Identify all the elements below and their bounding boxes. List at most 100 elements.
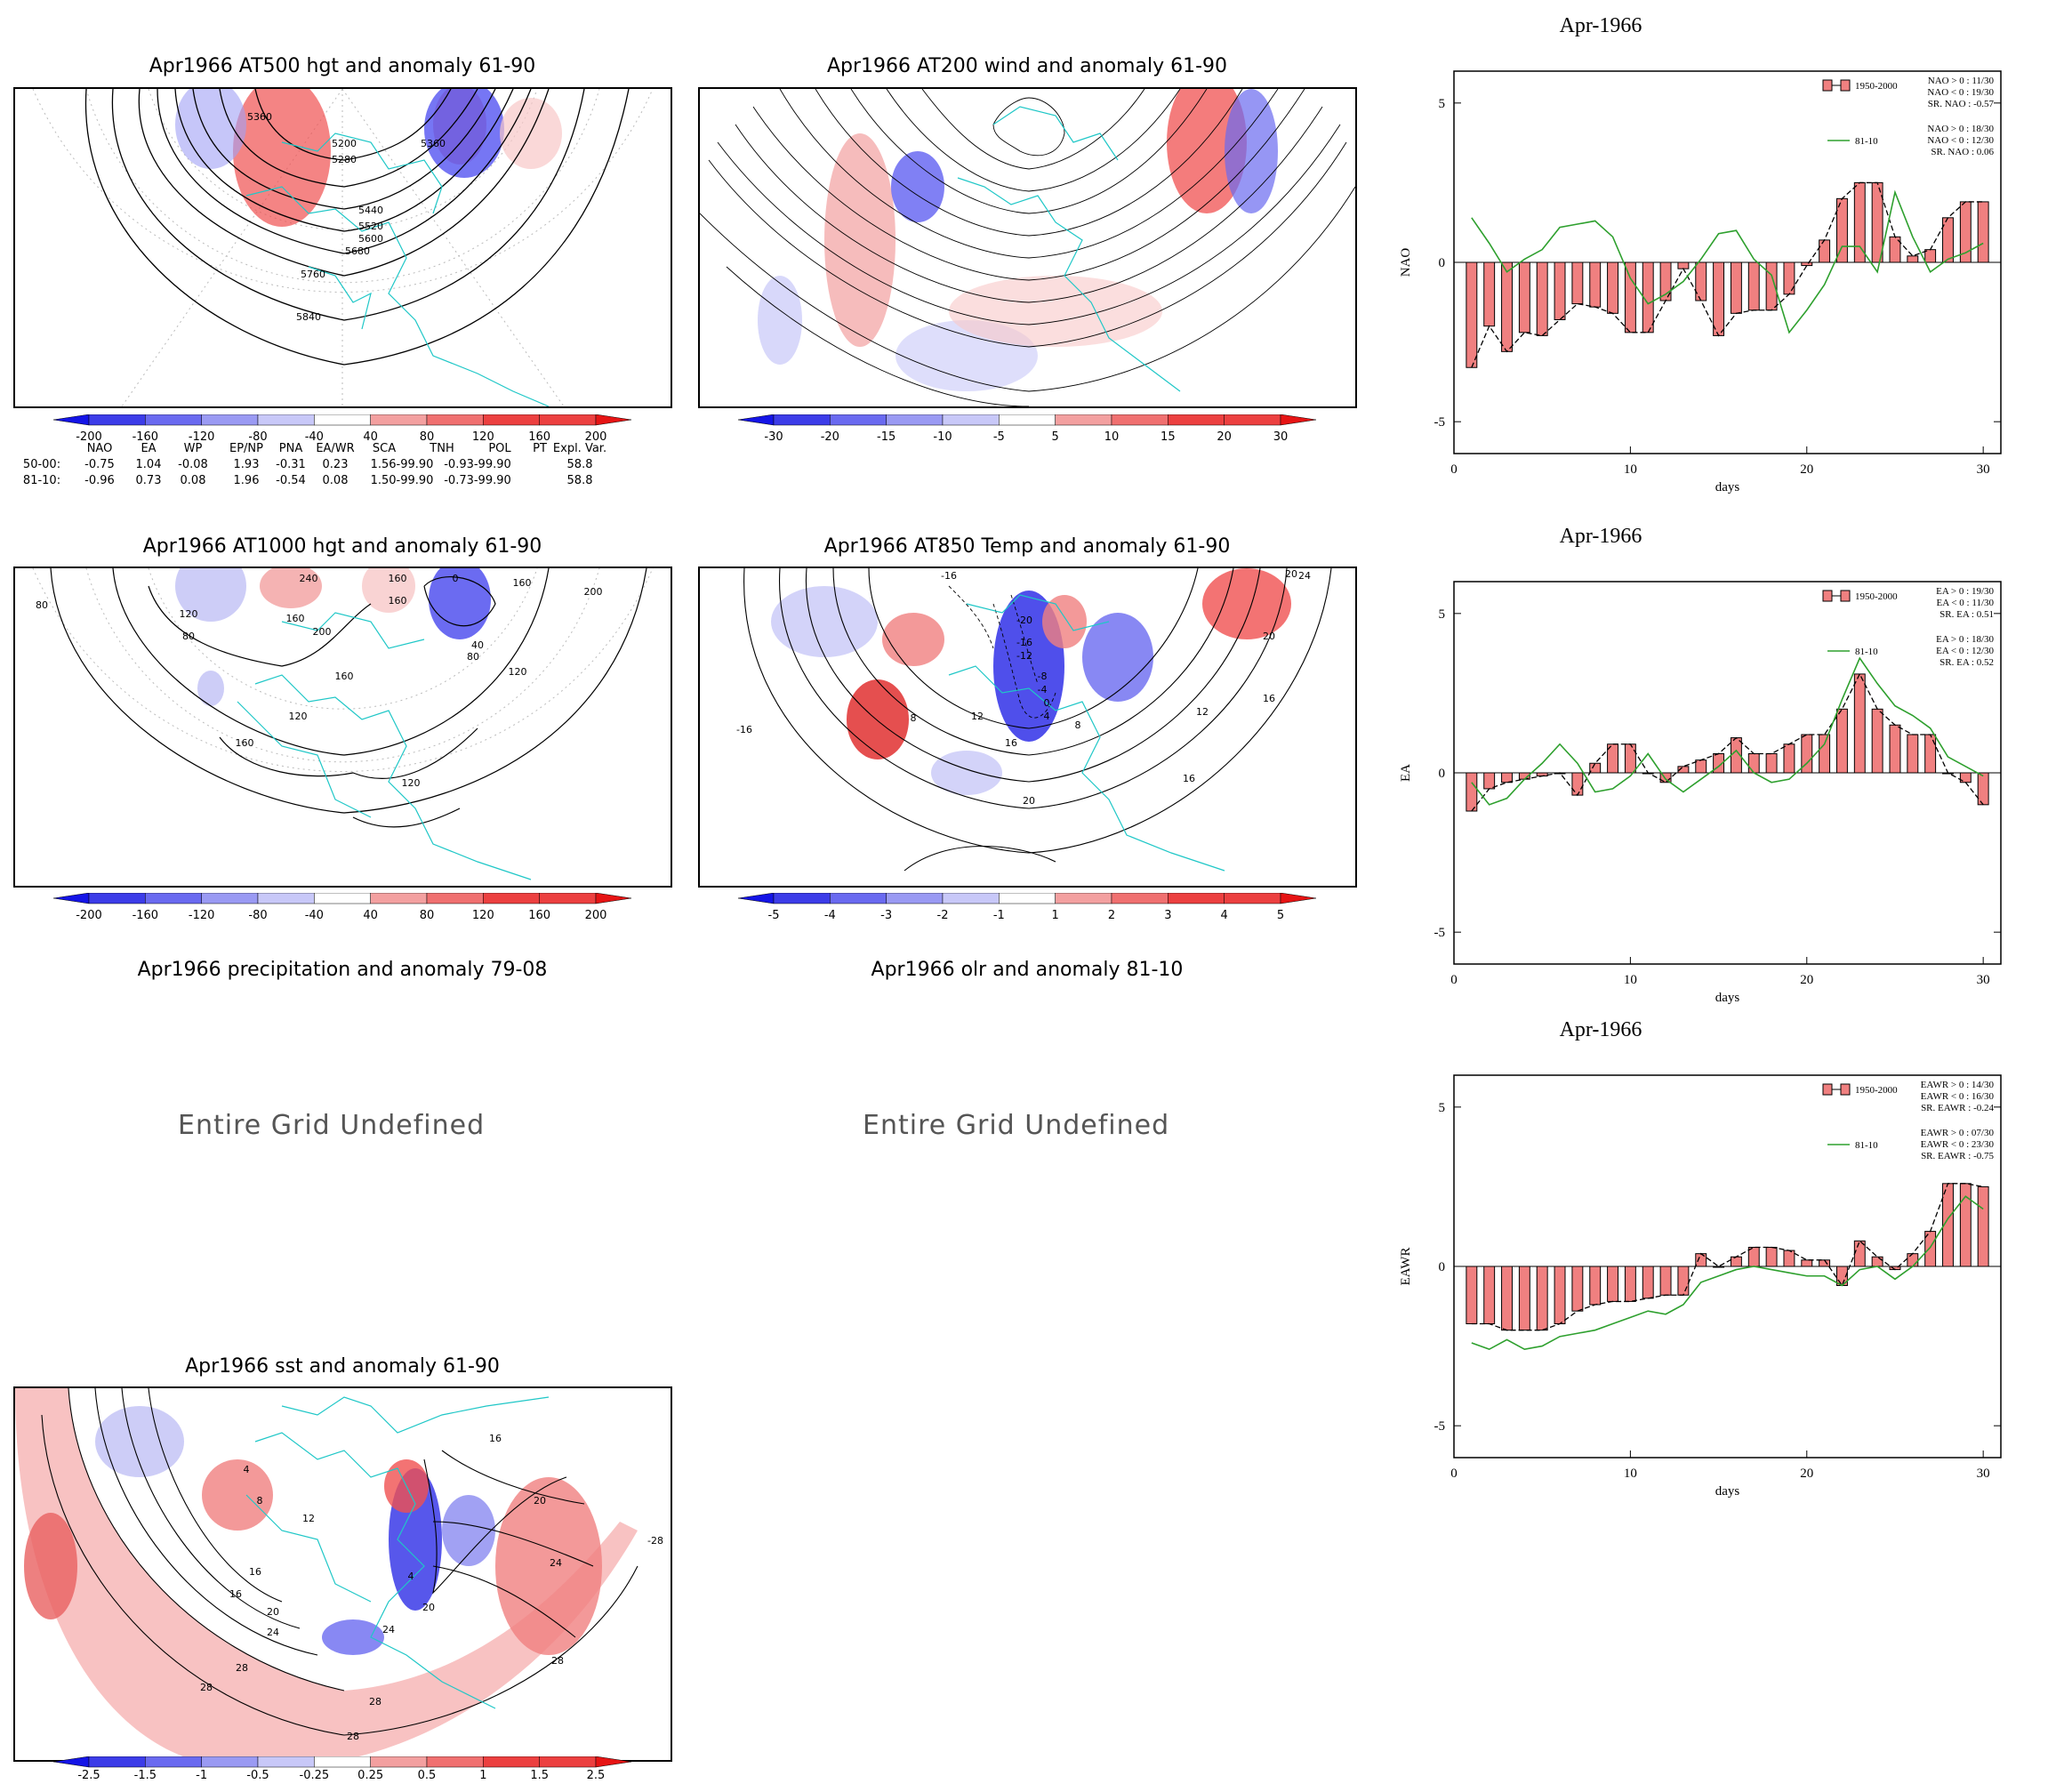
colorbar-swatch bbox=[201, 892, 259, 904]
tele-value-cell: 1.50-99.90 bbox=[370, 474, 434, 487]
tele-header-cell: SCA bbox=[372, 442, 397, 455]
x-tick-label: 0 bbox=[1450, 973, 1458, 987]
legend-stat: EA > 0 : 19/30 bbox=[1936, 586, 1994, 597]
tele-value-cell: -0.93-99.90 bbox=[444, 458, 511, 471]
colorbar-swatch bbox=[314, 1756, 371, 1768]
colorbar-tick-label: -0.25 bbox=[299, 1769, 330, 1782]
contour-label: 16 bbox=[1183, 773, 1195, 784]
colorbar-swatch bbox=[773, 892, 831, 904]
tele-header-cell: EA bbox=[141, 442, 157, 455]
y-tick-label: 0 bbox=[1439, 1260, 1446, 1274]
contour-label: 200 bbox=[313, 626, 332, 638]
contour-label: 5440 bbox=[358, 205, 383, 216]
colorbar-tick-label: 3 bbox=[1164, 909, 1172, 922]
colorbar-tick-label: 200 bbox=[584, 430, 607, 444]
y-axis-label: EAWR bbox=[1399, 1248, 1413, 1286]
colorbar-swatch bbox=[483, 892, 540, 904]
colorbar-sst: -2.5 -1.5 -1 -0.5 -0.25 0.25 0.5 1 1.5 2.5 bbox=[52, 1756, 632, 1792]
colorbar-tick-label: 4 bbox=[1220, 909, 1228, 922]
tele-value-cell: 58.8 bbox=[566, 458, 593, 471]
colorbar-tick-label: -80 bbox=[248, 909, 268, 922]
x-tick-label: 20 bbox=[1800, 1467, 1813, 1481]
map-at850: -16 -20 -16 -12 -8 -4 0 4 8 12 16 20 12 … bbox=[736, 568, 1332, 872]
bar bbox=[1783, 743, 1795, 774]
colorbar-tick-label: 5 bbox=[1276, 909, 1285, 922]
legend-bar-swatch bbox=[1822, 79, 1833, 92]
contour-label: 20 bbox=[1023, 795, 1035, 807]
colorbar-swatch bbox=[942, 414, 1000, 426]
colorbar-swatch bbox=[201, 414, 259, 426]
tele-value-cell: 1.04 bbox=[135, 458, 162, 471]
contour-label: -8 bbox=[1038, 671, 1048, 682]
map-at200 bbox=[700, 89, 1355, 406]
colorbar-swatch bbox=[999, 892, 1056, 904]
legend-stat: NAO > 0 : 18/30 bbox=[1927, 124, 1994, 134]
colorbar-swatch bbox=[886, 414, 944, 426]
tele-header-cell: TNH bbox=[430, 442, 454, 455]
colorbar-tick-label: -1.5 bbox=[133, 1769, 157, 1782]
map-title-at1000: Apr1966 AT1000 hgt and anomaly 61-90 bbox=[142, 535, 542, 558]
x-tick-label: 10 bbox=[1624, 1467, 1637, 1481]
colorbar-tick-label: 5 bbox=[1051, 430, 1059, 444]
colorbar-tick-label: -80 bbox=[248, 430, 268, 444]
legend-bar-swatch bbox=[1822, 1083, 1833, 1096]
bar bbox=[1713, 1266, 1725, 1268]
colorbar-swatch bbox=[426, 1756, 484, 1768]
legend-stat: SR. EA : 0.51 bbox=[1940, 609, 1994, 620]
bar bbox=[1466, 772, 1478, 812]
colorbar-arrow-high bbox=[1280, 892, 1317, 904]
colorbar-swatch bbox=[314, 414, 371, 426]
colorbar-ticks: -30 -20 -15 -10 -5 5 10 15 20 30 bbox=[738, 430, 1316, 448]
colorbar-at850: -5 -4 -3 -2 -1 1 2 3 4 5 bbox=[737, 892, 1317, 928]
contour-label: 20 bbox=[534, 1495, 546, 1507]
tele-header-cell: EP/NP bbox=[229, 442, 263, 455]
chart-title-ea: Apr-1966 bbox=[1559, 525, 1642, 548]
bar bbox=[1571, 772, 1584, 796]
colorbar-at200: -30 -20 -15 -10 -5 5 10 15 20 30 bbox=[737, 414, 1317, 450]
colorbar-swatch bbox=[830, 414, 887, 426]
bar bbox=[1501, 261, 1513, 352]
colorbar-tick-label: 120 bbox=[471, 430, 494, 444]
y-axis-label: EA bbox=[1399, 764, 1413, 782]
contour-label: 16 bbox=[229, 1588, 242, 1600]
x-tick-label: 10 bbox=[1624, 462, 1637, 477]
colorbar-swatch bbox=[942, 892, 1000, 904]
bar bbox=[1518, 1266, 1530, 1331]
bar bbox=[1571, 261, 1584, 305]
colorbar-swatch bbox=[257, 1756, 315, 1768]
contour-label: 12 bbox=[1196, 706, 1209, 718]
colorbar-tick-label: 15 bbox=[1161, 430, 1176, 444]
contour-label: 5680 bbox=[345, 245, 370, 257]
contour-label: -16 bbox=[941, 570, 957, 582]
colorbar-tick-label: 160 bbox=[528, 430, 551, 444]
colorbar-tick-label: 2 bbox=[1107, 909, 1116, 922]
contour-label: 16 bbox=[489, 1433, 502, 1444]
contour-label: 80 bbox=[467, 651, 479, 663]
colorbar-swatch bbox=[145, 892, 202, 904]
contour-label: -16 bbox=[736, 724, 752, 735]
legend-bar-label: 1950-2000 bbox=[1855, 1085, 1898, 1096]
contour-label: 120 bbox=[180, 608, 198, 620]
colorbar-tick-label: -5 bbox=[767, 909, 780, 922]
colorbar-tick-label: 40 bbox=[363, 909, 378, 922]
colorbar-arrow-low bbox=[52, 1756, 90, 1768]
colorbar-tick-label: -1 bbox=[992, 909, 1005, 922]
bar bbox=[1624, 743, 1636, 774]
contour-label: 160 bbox=[389, 595, 407, 607]
colorbar-swatch bbox=[88, 414, 146, 426]
contour-label: -28 bbox=[647, 1535, 663, 1547]
tele-value-cell: -0.54 bbox=[276, 474, 306, 487]
map-title-at500: Apr1966 AT500 hgt and anomaly 61-90 bbox=[149, 55, 536, 77]
contour-label: 20 bbox=[267, 1606, 279, 1618]
colorbar-swatch bbox=[145, 1756, 202, 1768]
bar bbox=[1695, 261, 1707, 301]
legend-stat: EAWR < 0 : 16/30 bbox=[1921, 1091, 1995, 1102]
colorbar-ticks: -200 -160 -120 -80 -40 40 80 120 160 200 bbox=[53, 909, 631, 927]
legend-bar-label: 1950-2000 bbox=[1855, 81, 1898, 92]
contour-label: 24 bbox=[1298, 570, 1311, 582]
y-tick-label: -5 bbox=[1434, 1419, 1446, 1434]
colorbar-tick-label: -0.5 bbox=[246, 1769, 269, 1782]
undefined-grid-olr: Entire Grid Undefined bbox=[863, 1110, 1170, 1141]
bar bbox=[1871, 181, 1883, 263]
colorbar-tick-label: -160 bbox=[132, 909, 159, 922]
